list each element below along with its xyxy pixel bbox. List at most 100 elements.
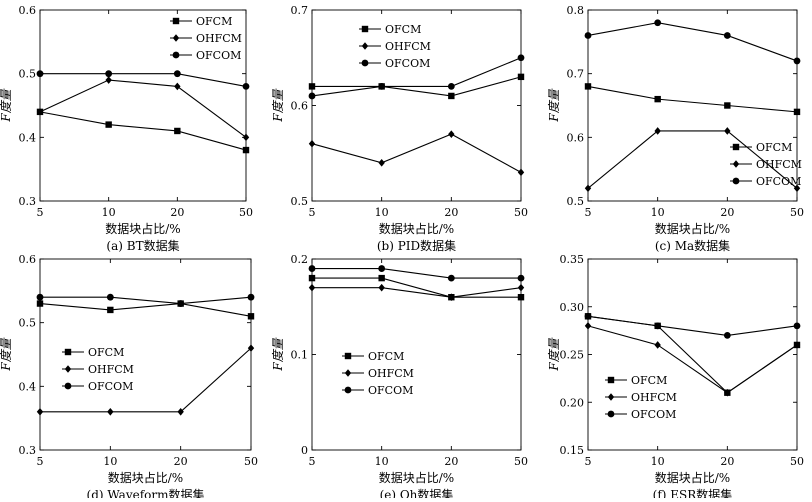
y-tick-label: 0.4 (19, 380, 37, 393)
legend-marker (732, 177, 740, 185)
data-point-ohfcm (517, 283, 525, 292)
x-tick-label: 10 (375, 206, 389, 219)
plot-frame (39, 258, 252, 451)
y-tick-label: 0.6 (19, 4, 37, 17)
y-tick-label: 0.7 (291, 4, 309, 17)
legend-marker (607, 410, 615, 418)
data-point-ohfcm (724, 388, 731, 397)
x-tick-label: 5 (585, 206, 592, 219)
data-point-ohfcm (793, 184, 801, 193)
data-point-ofcm (517, 73, 525, 81)
data-point-ofcom (242, 83, 250, 90)
x-tick-label: 50 (514, 455, 528, 468)
y-tick-label: 0.30 (560, 301, 585, 314)
data-point-ofcom (793, 322, 801, 330)
x-tick-label: 5 (309, 206, 316, 219)
legend: OFCM OHFCM OFCOM (62, 346, 134, 393)
y-tick-label: 0.4 (19, 131, 37, 144)
legend-label: OFCM (88, 346, 124, 359)
y-tick-label: 0.6 (291, 100, 309, 113)
legend: OFCM OHFCM OFCOM (605, 374, 677, 421)
data-point-ofcom (378, 83, 386, 90)
x-tick-label: 5 (37, 206, 44, 219)
data-point-ofcom (378, 265, 386, 272)
data-point-ofcom (247, 293, 255, 301)
legend-marker (361, 59, 369, 67)
data-point-ohfcm (724, 127, 731, 135)
x-tick-label: 5 (309, 455, 316, 468)
legend-label: OHFCM (756, 158, 802, 171)
x-tick-label: 20 (720, 455, 734, 468)
legend-marker (64, 382, 72, 390)
plot-frame (311, 9, 522, 202)
data-point-ohfcm (36, 408, 44, 416)
data-point-ofcm (793, 108, 801, 116)
data-point-ofcom (447, 83, 455, 90)
x-tick-label: 5 (585, 455, 592, 468)
y-tick-label: 0.6 (567, 131, 585, 144)
x-tick-label: 10 (103, 455, 117, 468)
legend-label: OHFCM (385, 40, 431, 53)
data-point-ofcm (378, 274, 385, 282)
series-line-ofcm (587, 85, 798, 113)
plot-frame (587, 258, 798, 451)
series-line-ohfcm (40, 347, 252, 413)
x-tick-label: 50 (514, 206, 528, 219)
x-axis-label: 数据块占比/% (655, 221, 730, 236)
y-tick-label: 0.35 (560, 253, 585, 266)
legend-marker (607, 376, 615, 384)
y-axis-label: F度量 (0, 337, 13, 371)
data-point-ohfcm (107, 408, 114, 416)
data-point-ofcm (448, 92, 455, 100)
series-line-ofcm (312, 277, 521, 298)
legend-label: OFCM (196, 15, 232, 28)
legend-marker (361, 42, 369, 50)
legend-marker (344, 386, 352, 394)
series-line-ofcm (39, 303, 252, 317)
chart-caption: (d) Waveform数据集 (87, 487, 205, 498)
legend-marker (732, 160, 740, 168)
chart-panel-6: 0.15 0.20 0.25 0.30 0.35 5 10 20 50 数据块占比/% (f) ES… (547, 253, 804, 502)
legend: OFCM OHFCM OFCOM (170, 15, 242, 62)
legend-label: OFCM (385, 23, 421, 36)
data-point-ofcm (308, 274, 316, 282)
y-tick-label: 0.6 (19, 253, 37, 266)
legend-marker (64, 348, 72, 356)
legend: OFCM OHFCM OFCOM (342, 350, 414, 397)
data-point-ohfcm (584, 322, 592, 330)
y-tick-label: 0.1 (291, 349, 309, 362)
data-point-ohfcm (308, 283, 316, 292)
x-tick-label: 50 (790, 206, 804, 219)
data-point-ofcm (105, 121, 112, 128)
y-tick-label: 0.5 (567, 195, 585, 208)
series-line-ofcom (312, 267, 521, 279)
y-tick-label: 0.5 (19, 317, 37, 330)
legend-marker (344, 352, 352, 360)
series-line-ofcm (312, 76, 522, 97)
series-line-ohfcm (39, 79, 247, 138)
plot-frame (39, 9, 247, 202)
data-point-ohfcm (105, 76, 112, 84)
data-point-ofcom (308, 265, 316, 272)
data-point-ohfcm (242, 133, 250, 142)
data-point-ohfcm (378, 159, 385, 167)
data-point-ofcom (106, 293, 114, 301)
data-point-ofcom (177, 300, 185, 307)
data-point-ofcm (247, 313, 255, 320)
y-axis-label: F度量 (271, 88, 285, 122)
data-point-ofcom (517, 54, 525, 62)
chart-panel-5: 0 0.1 0.2 5 10 20 50 数据块占比/% (e) Oh数据集 F度量 OFCM OHF… (271, 253, 528, 502)
plot-frame (587, 9, 798, 202)
legend-marker (344, 369, 352, 377)
data-point-ofcom (584, 32, 592, 39)
x-tick-label: 20 (170, 206, 184, 219)
data-point-ohfcm (174, 82, 181, 91)
chart-caption: (a) BT数据集 (106, 238, 179, 253)
y-axis-label: F度量 (271, 337, 285, 371)
legend-label: OFCM (756, 141, 792, 154)
x-tick-label: 50 (790, 455, 804, 468)
data-point-ohfcm (448, 130, 455, 138)
y-tick-label: 0.3 (19, 444, 37, 457)
x-tick-label: 10 (102, 206, 116, 219)
